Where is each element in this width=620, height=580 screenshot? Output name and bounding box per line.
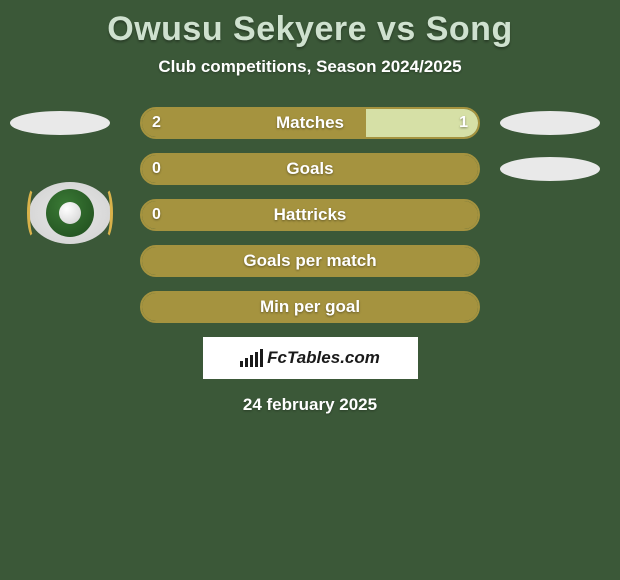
branding-text: FcTables.com — [267, 348, 380, 368]
stat-bar: Hattricks0 — [140, 199, 480, 231]
stat-value-left: 0 — [152, 155, 161, 183]
title-player1: Owusu Sekyere — [107, 10, 367, 48]
stat-bar-left — [142, 109, 366, 137]
stat-value-left: 0 — [152, 201, 161, 229]
stat-bar: Min per goal — [140, 291, 480, 323]
club-badge-icon — [29, 177, 111, 249]
stat-bar-left — [142, 247, 478, 275]
stat-bar-left — [142, 293, 478, 321]
subtitle: Club competitions, Season 2024/2025 — [0, 57, 620, 77]
stat-bar: Goals0 — [140, 153, 480, 185]
stat-value-left: 2 — [152, 109, 161, 137]
stat-row: Goals per match — [0, 245, 620, 277]
player-oval-icon — [10, 111, 110, 135]
stat-bar: Matches21 — [140, 107, 480, 139]
stat-bar-left — [142, 155, 478, 183]
stat-row: Min per goal — [0, 291, 620, 323]
title-vs: vs — [367, 10, 426, 48]
stat-value-right: 1 — [459, 109, 468, 137]
stat-bar: Goals per match — [140, 245, 480, 277]
player-oval-icon — [500, 157, 600, 181]
stat-row: Matches21 — [0, 107, 620, 139]
page-title: Owusu Sekyere vs Song — [0, 0, 620, 49]
player-oval-icon — [500, 111, 600, 135]
stat-bar-left — [142, 201, 478, 229]
title-player2: Song — [426, 10, 513, 48]
branding-bars-icon — [240, 349, 263, 367]
date-label: 24 february 2025 — [0, 395, 620, 415]
branding-box: FcTables.com — [203, 337, 418, 379]
